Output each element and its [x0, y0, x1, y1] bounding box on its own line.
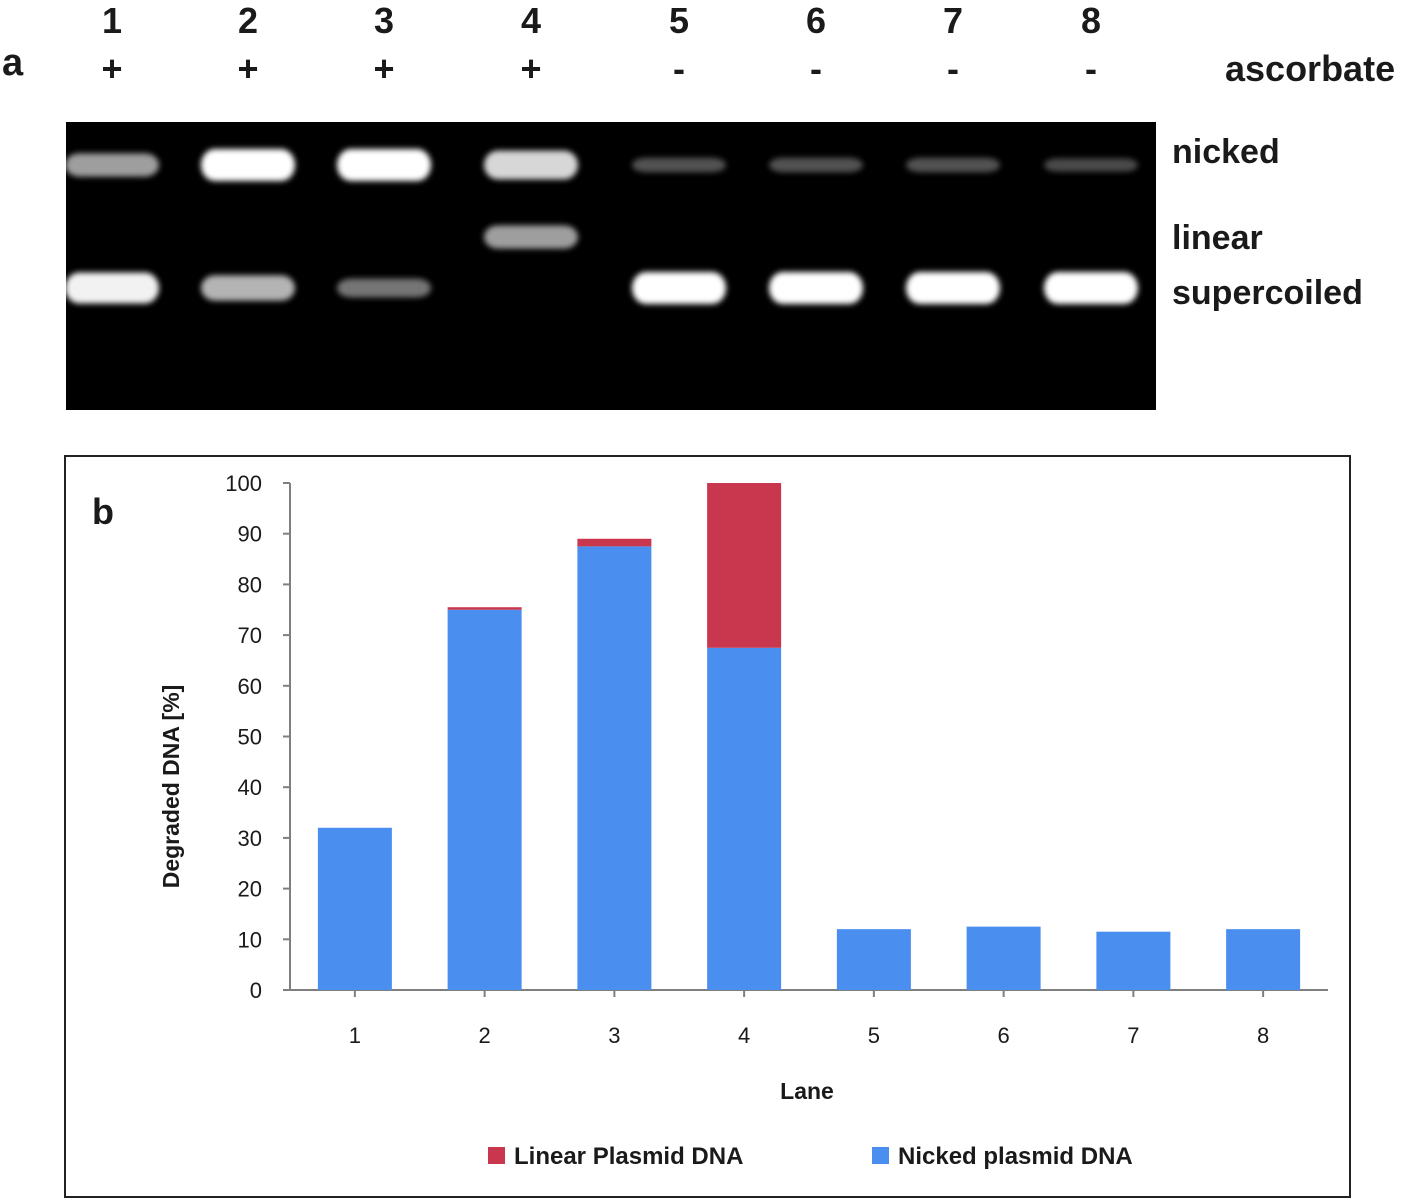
chart-frame: b 0 10 20 30 40 50 60 70 80 90 100 1 2 3 4 5 6 7 8 Lane Degr…	[64, 455, 1351, 1198]
gel-band-nicked-lane-2	[201, 149, 295, 181]
legend-swatch-nicked	[872, 1147, 889, 1164]
x-axis-label: Lane	[780, 1078, 834, 1104]
ascorbate-sign-6: -	[810, 48, 822, 89]
bar-nicked-lane-5	[836, 929, 911, 990]
x-tick-label-2: 2	[479, 1023, 491, 1048]
band-label-supercoiled: supercoiled	[1172, 274, 1363, 312]
y-tick-label-100: 100	[225, 471, 262, 496]
bar-nicked-lane-3	[577, 546, 652, 990]
lane-number-2: 2	[237, 0, 259, 41]
legend-label-nicked: Nicked plasmid DNA	[898, 1143, 1133, 1170]
gel-band-supercoiled-lane-6	[769, 272, 863, 304]
bar-nicked-lane-4	[707, 647, 782, 990]
panel-a-letter: a	[2, 42, 24, 84]
gel-band-nicked-lane-5	[632, 157, 726, 173]
gel-band-nicked-lane-4	[484, 150, 578, 180]
bar-nicked-lane-2	[447, 609, 522, 990]
gel-band-nicked-lane-7	[906, 157, 1000, 173]
ascorbate-sign-1: +	[101, 48, 123, 89]
gel-band-supercoiled-lane-8	[1044, 272, 1138, 304]
y-tick-label-10: 10	[238, 927, 262, 952]
ascorbate-sign-8: -	[1085, 48, 1097, 89]
y-tick-label-30: 30	[238, 826, 262, 851]
lane-number-4: 4	[520, 0, 542, 41]
y-tick-label-90: 90	[238, 522, 262, 547]
gel-image	[65, 122, 1156, 410]
band-label-linear: linear	[1172, 219, 1263, 257]
bar-linear-lane-3	[577, 538, 652, 547]
x-tick-label-1: 1	[349, 1023, 361, 1048]
bar-nicked-lane-7	[1096, 931, 1171, 990]
bar-nicked-lane-6	[966, 926, 1041, 990]
x-tick-label-3: 3	[608, 1023, 620, 1048]
y-tick-label-50: 50	[238, 725, 262, 750]
bar-chart: 0 10 20 30 40 50 60 70 80 90 100 1 2 3 4 5 6 7 8 Lane Degrad…	[158, 471, 1328, 1170]
lane-number-7: 7	[942, 0, 964, 41]
band-label-nicked: nicked	[1172, 133, 1280, 171]
lane-number-1: 1	[101, 0, 123, 41]
y-tick-label-70: 70	[238, 623, 262, 648]
lane-number-5: 5	[668, 0, 690, 41]
ascorbate-sign-5: -	[673, 48, 685, 89]
x-tick-label-5: 5	[868, 1023, 880, 1048]
y-tick-label-40: 40	[238, 775, 262, 800]
gel-band-supercoiled-lane-7	[906, 272, 1000, 304]
x-tick-label-7: 7	[1127, 1023, 1139, 1048]
y-tick-label-20: 20	[238, 877, 262, 902]
y-axis-label: Degraded DNA [%]	[158, 685, 184, 889]
ascorbate-sign-7: -	[947, 48, 959, 89]
condition-label: ascorbate	[1225, 48, 1396, 89]
gel-band-supercoiled-lane-2	[201, 275, 295, 301]
ascorbate-sign-3: +	[373, 48, 395, 89]
legend-label-linear: Linear Plasmid DNA	[514, 1143, 743, 1170]
gel-band-nicked-lane-1	[65, 153, 159, 177]
panel-b-letter: b	[92, 491, 114, 532]
gel-band-nicked-lane-3	[337, 149, 431, 181]
bar-nicked-lane-1	[317, 827, 392, 990]
gel-band-supercoiled-lane-1	[65, 272, 159, 304]
x-tick-label-4: 4	[738, 1023, 750, 1048]
gel-band-linear-lane-4	[484, 225, 578, 249]
x-tick-label-6: 6	[998, 1023, 1010, 1048]
lane-number-8: 8	[1080, 0, 1102, 41]
bar-linear-lane-2	[447, 607, 522, 610]
ascorbate-sign-4: +	[520, 48, 542, 89]
bar-linear-lane-4	[707, 483, 782, 648]
legend-swatch-linear	[488, 1147, 505, 1164]
y-tick-label-0: 0	[250, 978, 262, 1003]
ascorbate-sign-2: +	[237, 48, 259, 89]
gel-band-supercoiled-lane-5	[632, 272, 726, 304]
gel-band-nicked-lane-6	[769, 157, 863, 173]
x-tick-label-8: 8	[1257, 1023, 1269, 1048]
bar-nicked-lane-8	[1226, 929, 1301, 990]
gel-band-supercoiled-lane-3	[337, 278, 431, 298]
y-tick-label-80: 80	[238, 572, 262, 597]
lane-number-6: 6	[805, 0, 827, 41]
gel-bands	[65, 149, 1138, 304]
lane-number-3: 3	[373, 0, 395, 41]
y-tick-label-60: 60	[238, 674, 262, 699]
gel-band-nicked-lane-8	[1044, 158, 1138, 172]
